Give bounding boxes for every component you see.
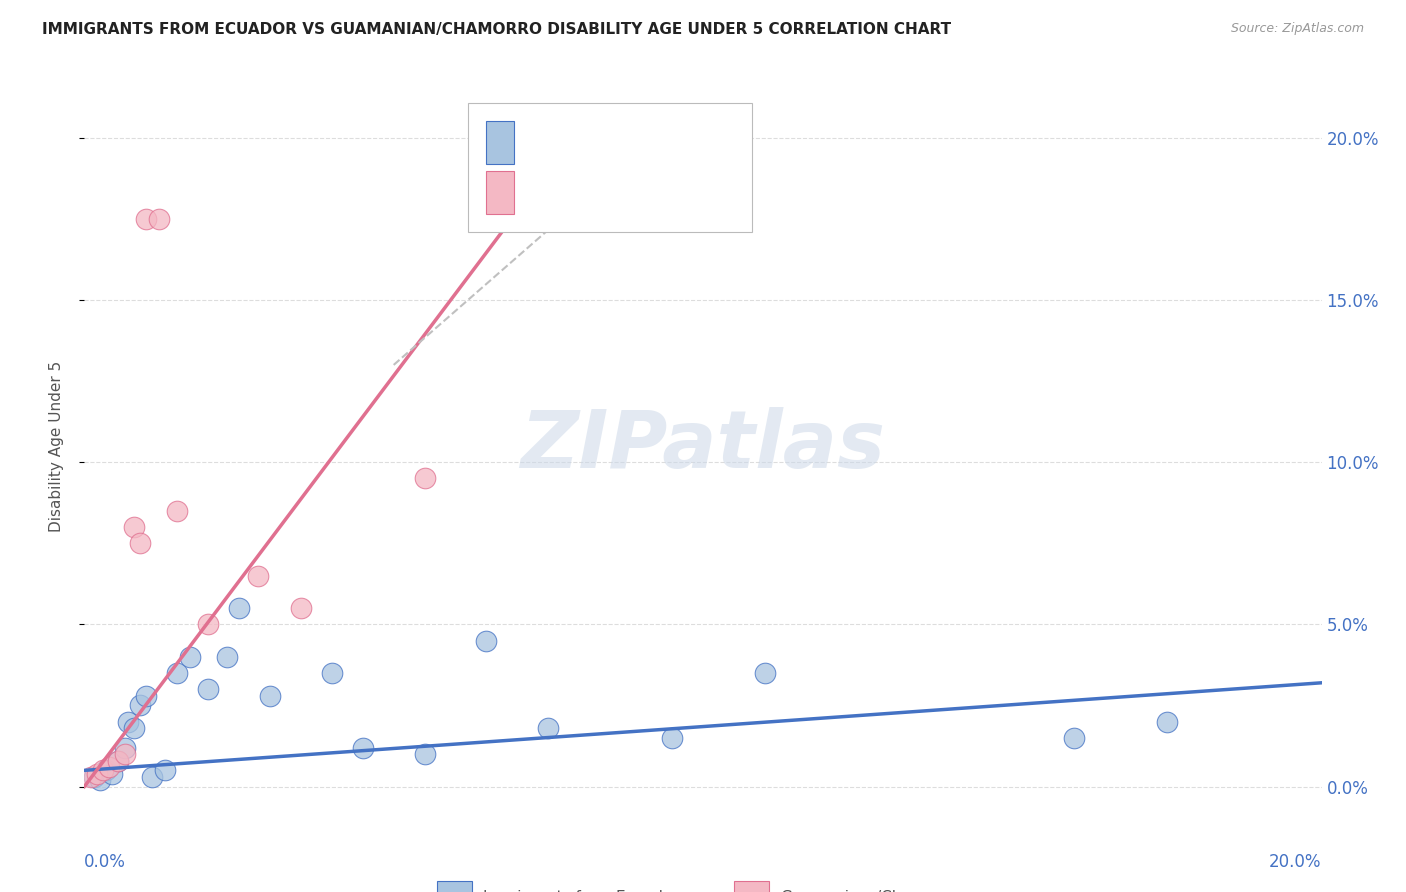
Point [166, 504, 188, 518]
Y-axis label: Disability Age Under 5: Disability Age Under 5 [49, 360, 63, 532]
Text: 0.595: 0.595 [575, 180, 628, 198]
Text: N =: N = [644, 130, 681, 148]
Point [754, 666, 776, 681]
FancyBboxPatch shape [468, 103, 752, 232]
Point [197, 682, 219, 697]
Point [107, 754, 129, 768]
Point [94, 764, 117, 778]
Point [321, 666, 343, 681]
Point [141, 770, 163, 784]
Text: IMMIGRANTS FROM ECUADOR VS GUAMANIAN/CHAMORRO DISABILITY AGE UNDER 5 CORRELATION: IMMIGRANTS FROM ECUADOR VS GUAMANIAN/CHA… [42, 22, 952, 37]
Text: Guamanians/Chamorros: Guamanians/Chamorros [780, 890, 965, 892]
Point [83, 770, 105, 784]
Point [246, 568, 269, 582]
Point [114, 740, 136, 755]
Text: 20.0%: 20.0% [1270, 853, 1322, 871]
Point [1063, 731, 1085, 745]
Point [259, 689, 281, 703]
Point [179, 649, 201, 664]
Point [114, 747, 136, 761]
Point [197, 617, 219, 632]
Text: 15: 15 [688, 180, 710, 198]
Point [290, 601, 312, 615]
Point [228, 601, 250, 615]
Point [107, 754, 129, 768]
Point [215, 649, 238, 664]
Point [98, 760, 121, 774]
Point [1156, 714, 1178, 729]
Point [413, 747, 436, 761]
Point [475, 633, 498, 648]
Point [89, 773, 111, 788]
Point [86, 766, 108, 780]
Text: R =: R = [526, 180, 562, 198]
Text: 27: 27 [688, 130, 710, 148]
Text: Source: ZipAtlas.com: Source: ZipAtlas.com [1230, 22, 1364, 36]
Point [413, 471, 436, 485]
Point [79, 770, 101, 784]
Point [148, 211, 170, 226]
Point [122, 721, 145, 735]
Point [661, 731, 683, 745]
Text: ZIPatlas: ZIPatlas [520, 407, 886, 485]
Point [153, 764, 176, 778]
Point [129, 536, 152, 550]
Text: 0.0%: 0.0% [84, 853, 127, 871]
Point [537, 721, 560, 735]
FancyBboxPatch shape [437, 881, 471, 892]
Point [129, 698, 152, 713]
Point [117, 714, 139, 729]
Point [91, 764, 114, 778]
Text: R =: R = [526, 130, 562, 148]
Text: N =: N = [644, 180, 681, 198]
Point [135, 211, 157, 226]
Point [122, 520, 145, 534]
Point [166, 666, 188, 681]
Point [352, 740, 374, 755]
FancyBboxPatch shape [734, 881, 769, 892]
FancyBboxPatch shape [486, 121, 513, 164]
FancyBboxPatch shape [486, 171, 513, 214]
Point [101, 766, 124, 780]
Point [135, 689, 157, 703]
Text: 0.058: 0.058 [575, 130, 628, 148]
Text: Immigrants from Ecuador: Immigrants from Ecuador [482, 890, 678, 892]
